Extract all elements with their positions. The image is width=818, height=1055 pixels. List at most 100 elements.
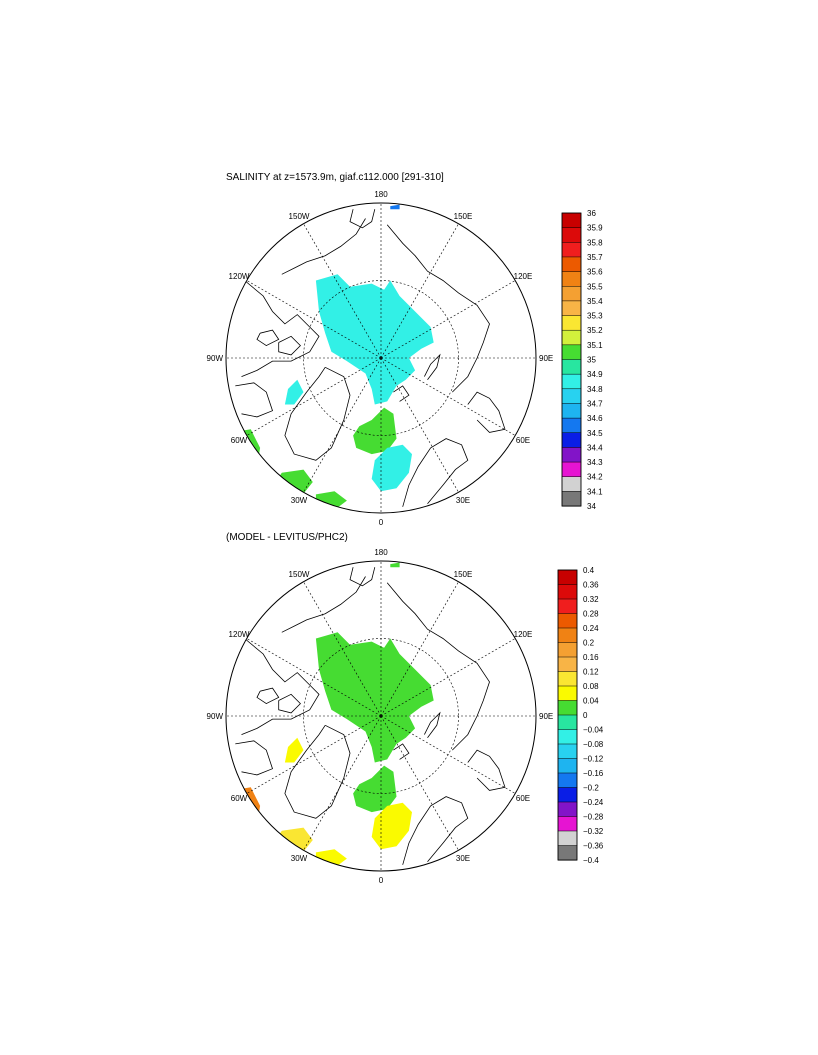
coastline <box>402 796 469 865</box>
colorbar-swatch <box>561 256 582 273</box>
colorbar-label: 34.3 <box>587 458 603 467</box>
map-panel-1: 180 150E 120E 90E 60E 30E 0 30W 60W 90W 120W 150W 36… <box>207 190 604 527</box>
colorbar-label: 35.3 <box>587 312 603 321</box>
colorbar-swatch <box>561 388 582 404</box>
coastline <box>284 724 351 819</box>
colorbar-swatch <box>557 845 578 861</box>
lon-label-lon_150W: 150W <box>289 212 310 221</box>
coastline <box>467 391 506 433</box>
colorbar-label: 34.6 <box>587 414 603 423</box>
coastline <box>256 329 280 347</box>
colorbar-label: −0.36 <box>583 842 604 851</box>
panel-1-title: SALINITY at z=1573.9m, giaf.c112.000 [29… <box>226 172 444 183</box>
colorbar-label: 0.28 <box>583 610 599 619</box>
colorbar-swatch <box>561 329 582 346</box>
colorbar: 36 35.9 35.8 35.7 35.6 35.5 35.4 35.3 35.2 35.1 35… <box>561 209 603 511</box>
meridian <box>380 223 459 359</box>
coastline <box>349 209 376 229</box>
colorbar-label: 35.7 <box>587 253 603 262</box>
colorbar-label: 0.36 <box>583 581 599 590</box>
colorbar-swatch <box>561 476 582 492</box>
lon-label-lon_120E: 120E <box>514 272 533 281</box>
colorbar-swatch <box>561 373 582 390</box>
lon-label-lon_60E: 60E <box>516 794 530 803</box>
colorbar-swatch <box>561 300 582 317</box>
colorbar-label: −0.04 <box>583 726 604 735</box>
lon-label-lon_150W: 150W <box>289 570 310 579</box>
colorbar-swatch <box>557 584 578 600</box>
colorbar-label: 34.7 <box>587 400 603 409</box>
colorbar-label: −0.2 <box>583 784 599 793</box>
coastline <box>424 353 441 380</box>
region-irminger-patch <box>275 827 313 856</box>
coastline <box>393 743 410 760</box>
coastline <box>278 693 301 714</box>
coastline <box>402 438 469 507</box>
lon-label-lon_120W: 120W <box>229 272 250 281</box>
meridian <box>303 357 382 493</box>
colorbar-swatch <box>557 743 578 760</box>
map-boundary <box>225 202 537 514</box>
coastline <box>393 385 410 402</box>
colorbar-swatch <box>561 242 582 258</box>
colorbar-label: 34.2 <box>587 473 603 482</box>
meridian <box>246 638 382 717</box>
lon-label-lon_0: 0 <box>379 518 384 527</box>
coastline <box>256 687 280 705</box>
meridian <box>303 223 382 359</box>
meridian <box>246 280 382 359</box>
colorbar-label: −0.08 <box>583 740 604 749</box>
lon-label-lon_150E: 150E <box>454 212 473 221</box>
meridian <box>380 715 516 794</box>
colorbar-frame <box>561 212 582 507</box>
meridian <box>380 581 459 717</box>
colorbar-label: 35 <box>587 356 596 365</box>
colorbar-swatch <box>561 461 582 478</box>
region-norwegian-sea <box>371 444 412 492</box>
region-bering-spot <box>390 204 400 210</box>
colorbar-label: 35.9 <box>587 224 603 233</box>
colorbar-swatch <box>557 830 578 847</box>
meridian <box>246 357 382 436</box>
lon-label-lon_90E: 90E <box>539 712 553 721</box>
colorbar-swatch <box>557 801 578 818</box>
meridian <box>380 357 459 493</box>
colorbar-swatch <box>557 656 578 673</box>
colorbar-label: 34 <box>587 502 596 511</box>
coastline <box>235 382 273 418</box>
colorbar-swatch <box>557 569 578 586</box>
colorbar-label: 0.2 <box>583 639 595 648</box>
colorbar-label: −0.24 <box>583 798 604 807</box>
map-area <box>226 561 536 871</box>
colorbar-label: 34.9 <box>587 370 603 379</box>
lon-label-lon_180: 180 <box>374 548 388 557</box>
region-bering-spot <box>390 562 400 568</box>
colorbar-swatch <box>557 758 578 774</box>
colorbar-label: 35.4 <box>587 297 603 306</box>
region-norwegian-sea <box>371 802 412 850</box>
colorbar-label: −0.32 <box>583 827 604 836</box>
colorbar-swatch <box>561 447 582 463</box>
colorbar-swatch <box>561 271 582 287</box>
colorbar-swatch <box>557 700 578 716</box>
colorbar-swatch <box>561 417 582 434</box>
colorbar-label: 35.5 <box>587 282 603 291</box>
coastline <box>424 711 441 738</box>
colorbar-swatch <box>557 627 578 644</box>
colorbar-label: 0 <box>583 711 588 720</box>
coastline <box>281 218 366 275</box>
colorbar-swatch <box>557 642 578 658</box>
lon-label-lon_60E: 60E <box>516 436 530 445</box>
panel-2-title: (MODEL - LEVITUS/PHC2) <box>226 532 348 543</box>
colorbar-label: 0.16 <box>583 653 599 662</box>
coastline <box>241 638 320 735</box>
lon-label-lon_30W: 30W <box>291 496 308 505</box>
lon-label-lon_120W: 120W <box>229 630 250 639</box>
coastline <box>284 366 351 461</box>
colorbar-swatch <box>561 227 582 243</box>
colorbar-label: −0.16 <box>583 769 604 778</box>
colorbar-swatch <box>557 816 578 832</box>
region-atlantic-inflow <box>353 407 397 455</box>
colorbar-label: −0.12 <box>583 755 604 764</box>
